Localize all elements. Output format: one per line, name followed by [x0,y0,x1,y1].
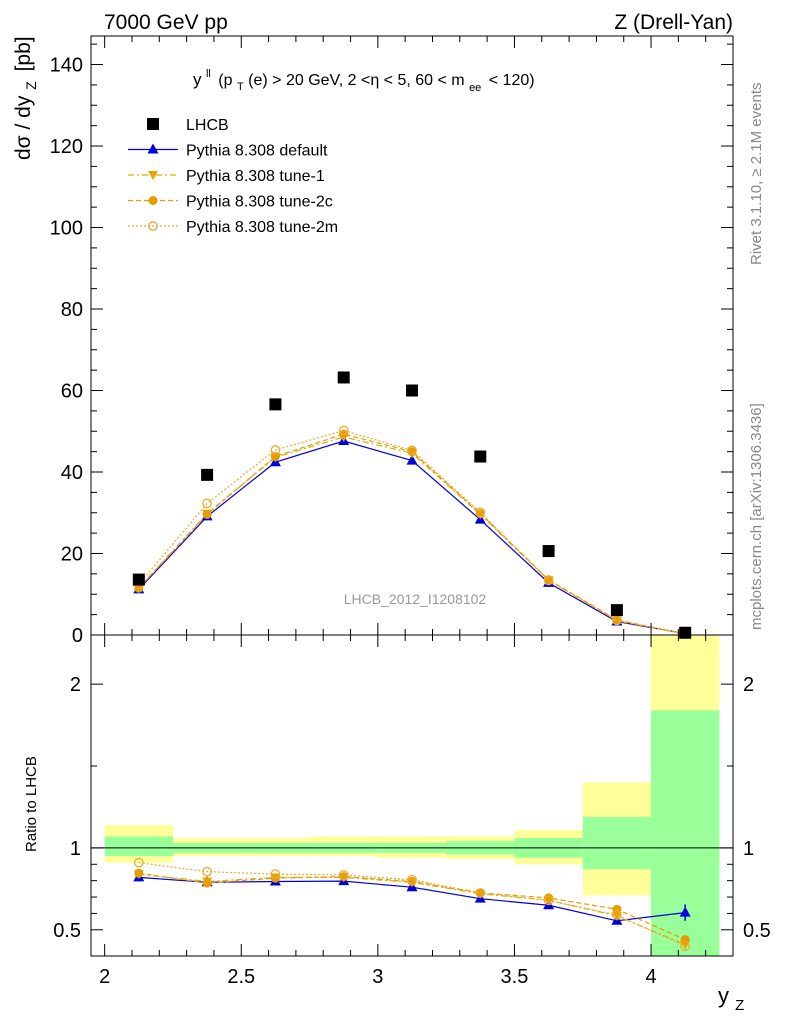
title-mid: (e) > 20 GeV, 2 <η < 5, 60 < m [248,72,464,89]
axes: 0 20 40 60 80 100 120 140 2 2.5 3 3.5 4 0.5 0.5 1 1 2 2 [50,35,771,988]
series-line [138,429,686,635]
data-point [610,604,623,617]
legend-label: Pythia 8.308 tune-1 [186,168,325,185]
main-panel-title: y ll (p T (e) > 20 GeV, 2 <η < 5, 60 < m… [193,64,535,95]
ratio-point [338,870,349,880]
ratio-point [202,866,212,877]
title-m-sub: ee [469,82,481,94]
header-left-label: 7000 GeV pp [104,11,228,34]
data-point [132,573,145,586]
ratio-xlabel: y Z [718,983,744,1014]
legend-label: Pythia 8.308 tune-2c [186,194,333,211]
ratio-point [680,935,690,945]
ratio-point [407,874,417,885]
data-point [406,384,418,397]
main-ytick-label: 20 [61,544,83,566]
data-point [201,468,214,481]
ratio-point [202,878,212,888]
ratio-point [680,941,691,952]
data-point [612,615,622,625]
ratio-xlabel-text: y [718,983,729,1008]
data-point [270,445,281,455]
main-ytick-label: 40 [61,462,83,484]
header-right-label: Z (Drell-Yan) [614,11,733,34]
data-point [337,371,350,384]
legend-marker [148,196,158,205]
ratio-series-line [138,873,686,946]
inner-band [582,816,652,870]
rivet-version-label: Rivet 3.1.10, ≥ 2.1M events [748,83,765,266]
title-lead-sup: ll [206,68,211,80]
legend-marker [148,221,158,231]
main-ylabel-text: dσ / dy [12,95,35,160]
main-ytick-label: 140 [50,55,83,77]
data-point [542,545,555,558]
data-point [202,509,212,519]
legend-marker [147,118,159,130]
main-ytick-label: 80 [61,299,83,321]
ratio-point [270,869,281,879]
xtick-label: 2.5 [227,966,255,988]
xtick-label: 4 [645,966,656,988]
data-point [679,626,692,639]
ratio-point [134,868,144,878]
ratio-ytick-label: 0.5 [53,920,81,942]
legend-marker [148,171,158,180]
ratio-point [133,857,144,868]
ratio-ytick-label-right: 2 [743,674,754,696]
data-point [269,398,282,411]
ratio-ytick-label-right: 1 [743,838,754,860]
data-point [474,450,487,463]
ratio-xlabel-sub: Z [735,997,744,1014]
mcplots-label: mcplots.cern.ch [arXiv:1306.3436] [748,403,765,630]
legend-label: LHCB [186,117,229,134]
inner-band [104,836,173,857]
data-point [202,498,212,509]
xtick-label: 3.5 [501,966,529,988]
legend-marker [147,143,159,154]
main-ytick-label: 120 [50,136,83,158]
title-post: < 120) [489,72,535,89]
title-pre: (p [218,72,232,89]
xtick-label: 2 [99,966,110,988]
analysis-tag: LHCB_2012_I1208102 [344,591,487,607]
data-point [543,575,554,586]
ratio-point [612,910,622,920]
svg-text:y ll (p T: y ll (p T (e) > 20 GeV, 2 <η < 5, 60 < m… [193,64,535,95]
main-ylabel: dσ / dy Z [pb] [12,36,41,160]
ratio-point [543,895,554,906]
legend: LHCB Pythia 8.308 default Pythia 8.308 tun… [128,117,338,236]
ratio-point [475,888,486,898]
data-point [338,425,349,436]
main-ylabel-sub: Z [23,81,39,90]
ratio-bands [91,635,733,956]
ratio-point [611,911,622,921]
main-ylabel-unit: [pb] [12,36,35,71]
main-ytick-label: 60 [61,381,83,403]
title-pt-sub: T [237,81,244,93]
ratio-frame [90,634,734,957]
ratio-ylabel: Ratio to LHCB [23,756,40,852]
title-lead: y [193,70,202,89]
data-point [407,445,417,456]
ratio-ytick-label: 1 [70,838,81,860]
main-ytick-label: 0 [72,625,83,647]
data-point [475,507,486,518]
legend-label: Pythia 8.308 default [186,143,328,160]
ratio-point [475,888,485,898]
data-point [406,454,418,465]
main-ytick-label: 100 [50,218,83,240]
ratio-panel [133,857,691,952]
xtick-label: 3 [372,966,383,988]
legend-label: Pythia 8.308 tune-2m [186,219,338,236]
ratio-ytick-label-right: 0.5 [743,920,771,942]
ratio-ytick-label: 2 [70,674,81,696]
